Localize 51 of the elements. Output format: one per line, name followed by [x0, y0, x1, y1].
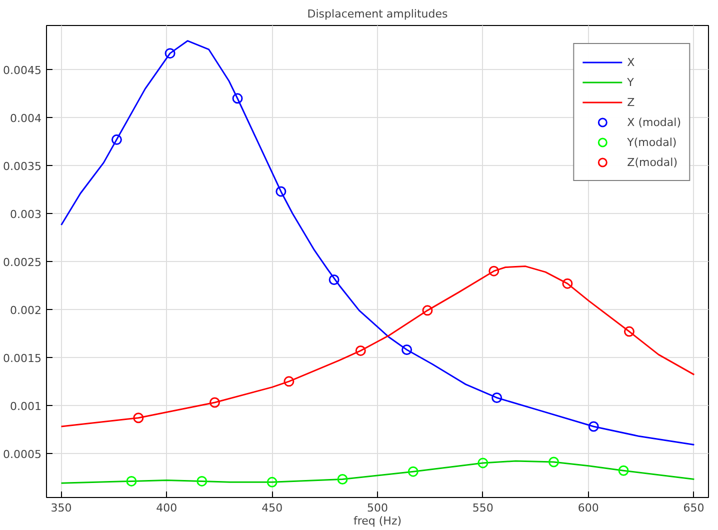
- y-tick-label: 0.0005: [3, 448, 42, 461]
- point: [232, 93, 243, 104]
- line-series: [60, 40, 695, 446]
- y-tick-label: 0.002: [10, 304, 42, 317]
- point: [337, 474, 348, 485]
- x-tick-label: 500: [367, 502, 388, 514]
- line-series: [60, 266, 695, 428]
- point: [284, 376, 294, 387]
- point: [548, 456, 559, 468]
- line-series: [60, 460, 695, 484]
- legend-label: Z: [627, 95, 636, 109]
- y-tick-label: 0.0045: [3, 64, 42, 78]
- point: [624, 326, 634, 337]
- legend-label: X (modal): [627, 115, 681, 129]
- point: [355, 345, 366, 356]
- y-tick-label: 0.004: [10, 112, 42, 126]
- point: [328, 274, 340, 285]
- point: [478, 458, 488, 468]
- legend-label: X: [627, 55, 636, 69]
- x-tick-label: 450: [262, 502, 283, 514]
- point: [588, 421, 599, 432]
- point: [488, 266, 500, 276]
- point: [618, 465, 629, 476]
- chart-title: Displacement amplitudes: [307, 8, 448, 20]
- x-tick-label: 400: [156, 502, 178, 514]
- x-axis-title: freq (Hz): [353, 514, 402, 528]
- legend-label: Z(modal): [627, 155, 678, 169]
- legend-label: Y: [627, 75, 635, 89]
- y-tick-label: 0.003: [10, 208, 42, 222]
- legend-label: Y(modal): [627, 135, 677, 149]
- x-tick-label: 550: [472, 502, 494, 514]
- x-tick-label: 350: [50, 502, 72, 514]
- y-tick-label: 0.001: [10, 400, 42, 413]
- y-tick-label: 0.0025: [3, 256, 42, 269]
- y-tick-label: 0.0035: [3, 160, 42, 174]
- x-tick-label: 600: [578, 502, 599, 514]
- point: [126, 476, 137, 486]
- point: [422, 305, 433, 316]
- point: [276, 186, 286, 197]
- point: [408, 466, 418, 477]
- x-tick-label: 650: [683, 502, 704, 514]
- point: [133, 412, 144, 424]
- point: [402, 344, 412, 355]
- y-tick-label: 0.0015: [3, 352, 42, 365]
- point: [209, 397, 220, 408]
- point: [111, 134, 122, 145]
- point: [196, 476, 208, 486]
- point: [492, 392, 502, 403]
- point: [562, 278, 573, 289]
- point: [164, 48, 176, 59]
- point: [266, 476, 278, 488]
